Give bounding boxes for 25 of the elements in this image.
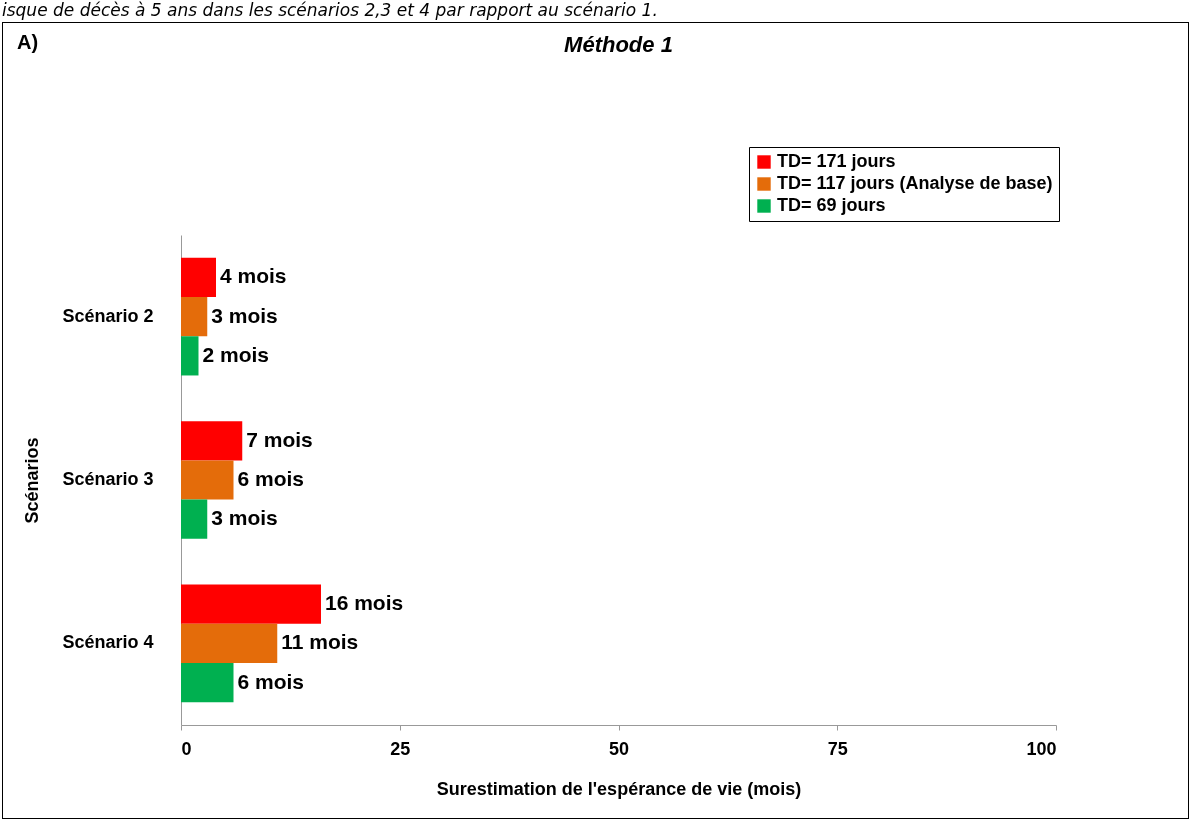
data-label: 3 mois [211,303,278,327]
y-tick-label: Scénario 2 [62,305,154,326]
text: A) [17,31,39,54]
legend-label: TD= 171 jours [777,151,896,171]
data-label: 6 mois [237,669,305,693]
x-tick-label: 25 [390,738,411,759]
data-label: 4 mois [220,264,287,288]
x-tick-label: 75 [827,738,848,759]
legend-label: TD= 69 jours [777,195,886,215]
x-tick-label: 0 [181,738,192,759]
data-label: 2 mois [202,342,270,366]
x-axis-title: Surestimation de l'espérance de vie (mois) [436,778,802,799]
x-tick-label: 100 [1026,738,1057,759]
text: isque de décès à 5 ans dans les scénarios 2,3 et 4 par rapport au scénario 1. [1,0,659,22]
data-label: 11 mois [281,630,359,654]
data-label: 16 mois [325,591,404,615]
y-tick-label: Scénario 4 [62,632,154,653]
legend-label: TD= 117 jours (Analyse de base) [777,173,1053,193]
data-label: 7 mois [246,427,313,451]
y-tick-label: Scénario 3 [62,469,154,489]
x-tick-label: 50 [608,738,630,759]
y-axis-title: Scénarios [22,437,43,524]
data-label: 3 mois [211,506,278,530]
chart-title: Méthode 1 [564,31,673,57]
data-label: 6 mois [237,467,305,490]
